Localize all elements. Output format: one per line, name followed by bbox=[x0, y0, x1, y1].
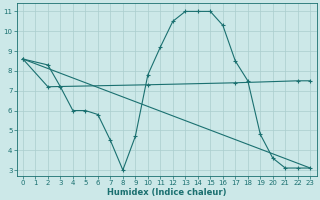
X-axis label: Humidex (Indice chaleur): Humidex (Indice chaleur) bbox=[107, 188, 226, 197]
